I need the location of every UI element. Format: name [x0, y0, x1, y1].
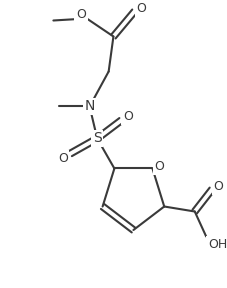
Text: O: O — [154, 160, 164, 173]
Text: OH: OH — [208, 238, 227, 251]
Text: N: N — [84, 99, 95, 113]
Text: S: S — [93, 132, 102, 145]
Text: O: O — [58, 152, 68, 165]
Text: O: O — [76, 8, 86, 21]
Text: O: O — [123, 110, 133, 123]
Text: O: O — [214, 180, 224, 193]
Text: O: O — [136, 2, 146, 15]
